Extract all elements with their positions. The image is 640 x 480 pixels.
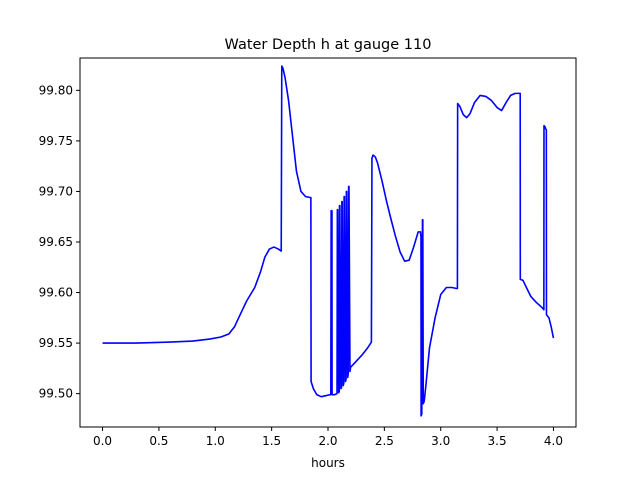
y-axis-ticks: 99.50 99.55 99.60 99.65 99.70 99.75 99.80 (39, 83, 80, 401)
y-tick-label: 99.80 (39, 83, 73, 97)
x-tick-label: 2.0 (318, 434, 337, 448)
x-tick-label: 1.5 (262, 434, 281, 448)
plot-area (102, 65, 555, 417)
x-tick-label: 1.0 (206, 434, 225, 448)
plot-frame (79, 57, 577, 428)
y-tick-label: 99.60 (39, 286, 73, 300)
chart-title: Water Depth h at gauge 110 (225, 37, 432, 53)
x-tick-label: 3.0 (431, 434, 450, 448)
x-tick-label: 4.0 (544, 434, 563, 448)
x-tick-label: 0.5 (149, 434, 168, 448)
y-tick-label: 99.65 (39, 235, 73, 249)
y-tick-label: 99.75 (39, 134, 73, 148)
y-tick-label: 99.70 (39, 184, 73, 198)
y-tick-label: 99.50 (39, 387, 73, 401)
series-line-0 (102, 65, 555, 417)
x-tick-label: 3.5 (488, 434, 507, 448)
x-tick-label: 0.0 (93, 434, 112, 448)
x-axis-ticks: 0.0 0.5 1.0 1.5 2.0 2.5 3.0 3.5 4.0 (93, 427, 563, 448)
y-tick-label: 99.55 (39, 336, 73, 350)
x-tick-label: 2.5 (375, 434, 394, 448)
x-axis-label: hours (311, 456, 345, 470)
